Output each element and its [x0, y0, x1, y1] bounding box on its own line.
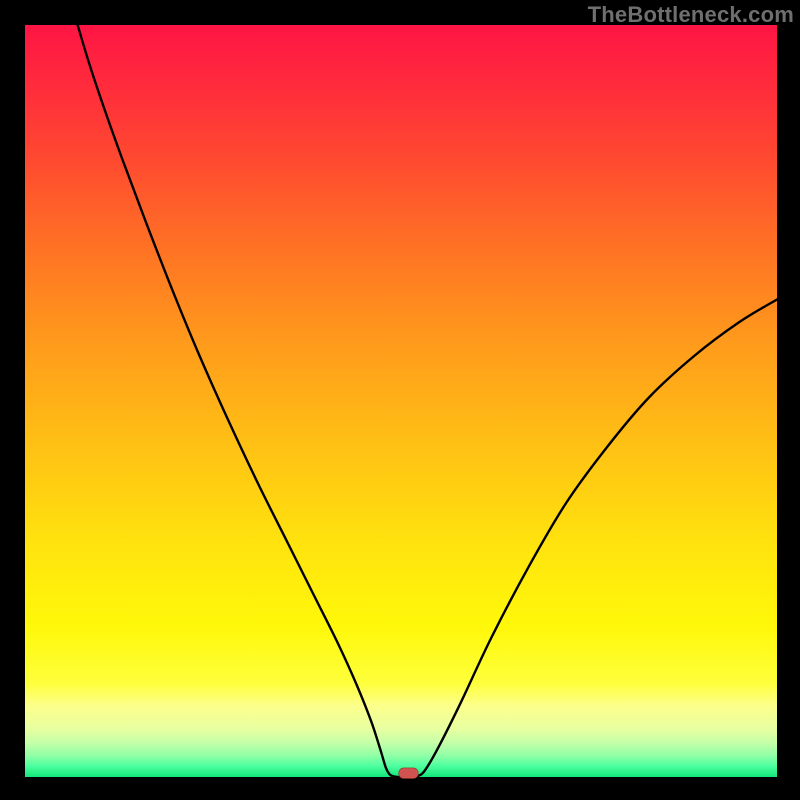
- optimal-point-marker: [399, 768, 419, 779]
- chart-plot-area: [0, 0, 800, 800]
- chart-svg: [0, 0, 800, 800]
- chart-background: [25, 25, 777, 777]
